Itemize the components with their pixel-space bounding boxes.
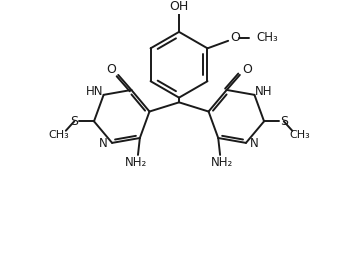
- Text: O: O: [242, 63, 252, 76]
- Text: HN: HN: [85, 85, 103, 98]
- Text: O: O: [230, 31, 240, 44]
- Text: OH: OH: [169, 0, 189, 13]
- Text: CH₃: CH₃: [48, 130, 69, 140]
- Text: NH₂: NH₂: [125, 156, 147, 169]
- Text: S: S: [70, 115, 78, 128]
- Text: O: O: [106, 63, 116, 76]
- Text: CH₃: CH₃: [289, 130, 310, 140]
- Text: NH: NH: [255, 85, 272, 98]
- Text: N: N: [99, 137, 108, 150]
- Text: NH₂: NH₂: [211, 156, 233, 169]
- Text: S: S: [280, 115, 288, 128]
- Text: N: N: [250, 137, 259, 150]
- Text: CH₃: CH₃: [256, 31, 278, 44]
